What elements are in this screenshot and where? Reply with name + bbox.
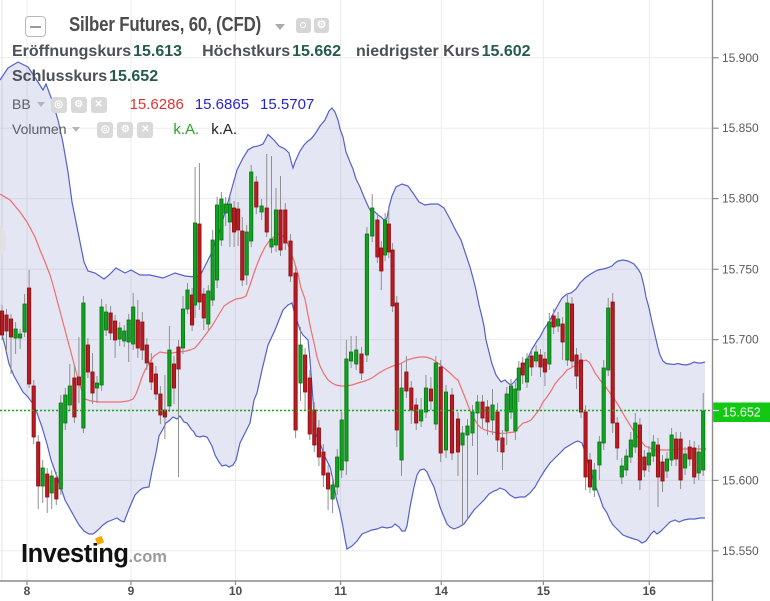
- svg-text:15.800: 15.800: [722, 192, 759, 206]
- svg-text:15.750: 15.750: [722, 262, 759, 276]
- svg-text:8: 8: [24, 584, 31, 598]
- svg-text:15.600: 15.600: [722, 473, 759, 487]
- svg-text:11: 11: [334, 584, 347, 598]
- svg-text:15.900: 15.900: [722, 51, 759, 65]
- svg-text:14: 14: [435, 584, 449, 598]
- svg-text:15.700: 15.700: [722, 333, 759, 347]
- svg-text:9: 9: [128, 584, 135, 598]
- svg-text:15.550: 15.550: [722, 544, 759, 558]
- svg-text:16: 16: [643, 584, 657, 598]
- svg-text:15: 15: [537, 584, 551, 598]
- svg-text:15.850: 15.850: [722, 121, 759, 135]
- svg-text:15.652: 15.652: [723, 406, 761, 420]
- svg-text:10: 10: [229, 584, 243, 598]
